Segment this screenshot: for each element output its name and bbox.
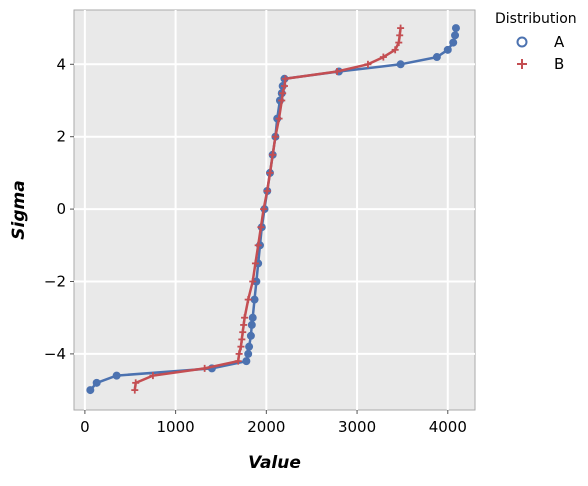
x-tick-label: 0: [80, 418, 90, 436]
point-b: [254, 241, 262, 249]
point-a: [432, 53, 441, 62]
legend-title: Distribution: [495, 11, 577, 27]
legend-marker-a: [516, 36, 528, 48]
point-b: [379, 53, 387, 61]
x-tick-label: 1000: [157, 418, 195, 436]
point-b: [279, 89, 287, 97]
legend: Distribution A B: [495, 11, 577, 73]
y-tick-label: −4: [44, 345, 66, 363]
x-tick-label: 4000: [429, 418, 467, 436]
legend-marker-b: [517, 59, 527, 69]
point-a: [244, 349, 253, 358]
point-a: [242, 357, 251, 366]
point-b: [263, 187, 271, 195]
point-a: [247, 320, 256, 329]
point-a: [451, 24, 460, 33]
y-tick-label: 2: [56, 128, 66, 146]
y-tick-label: 0: [56, 200, 66, 218]
point-a: [396, 60, 405, 69]
legend-label-b: B: [554, 55, 564, 73]
point-b: [275, 115, 283, 123]
point-a: [245, 342, 254, 351]
point-b: [281, 75, 289, 83]
point-b: [237, 343, 245, 351]
point-b: [391, 46, 399, 54]
point-b: [257, 223, 265, 231]
point-b: [396, 31, 404, 39]
point-b: [235, 350, 243, 358]
point-b: [364, 60, 372, 68]
point-a: [86, 386, 95, 395]
point-a: [250, 295, 259, 304]
y-axis-label: Sigma: [9, 180, 29, 239]
point-b: [132, 379, 140, 387]
point-a: [112, 371, 121, 380]
point-b: [280, 82, 288, 90]
x-tick-label: 3000: [338, 418, 376, 436]
point-a: [248, 313, 257, 322]
point-b: [234, 357, 242, 365]
point-a: [449, 38, 458, 47]
point-b: [131, 386, 139, 394]
x-tick-label: 2000: [247, 418, 285, 436]
point-b: [269, 151, 277, 159]
point-a: [246, 331, 255, 340]
point-b: [244, 296, 252, 304]
point-b: [266, 169, 274, 177]
point-b: [239, 328, 247, 336]
point-a: [92, 378, 101, 387]
point-a: [451, 31, 460, 40]
point-b: [240, 321, 248, 329]
point-b: [395, 39, 403, 47]
legend-label-a: A: [554, 33, 565, 51]
tick-layer: 0 1000 2000 3000 4000 −4 −2 0 2 4: [44, 55, 467, 436]
point-b: [397, 24, 405, 32]
point-b: [260, 205, 268, 213]
point-b: [241, 314, 249, 322]
y-tick-label: −2: [44, 272, 66, 290]
point-b: [238, 335, 246, 343]
series-layer: [86, 24, 460, 395]
point-a: [443, 45, 452, 54]
point-b: [271, 133, 279, 141]
point-b: [251, 259, 259, 267]
point-b: [278, 96, 286, 104]
y-tick-label: 4: [56, 55, 66, 73]
point-b: [333, 68, 341, 76]
x-axis-label: Value: [248, 453, 301, 473]
point-b: [149, 372, 157, 380]
point-b: [201, 364, 209, 372]
point-b: [249, 277, 257, 285]
